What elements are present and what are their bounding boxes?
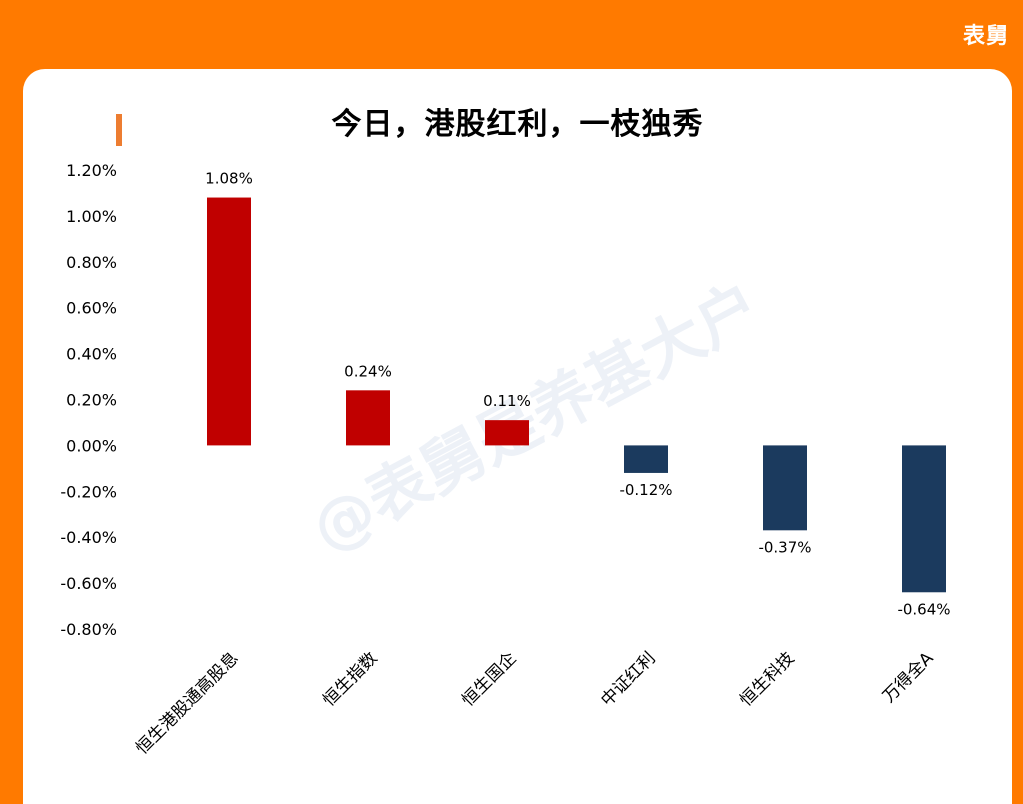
y-tick-label: 0.00% [66,436,117,455]
y-tick-label: -0.40% [60,528,117,547]
x-category-label: 万得全A [879,648,938,707]
bar [763,445,807,531]
x-category-label: 恒生港股通高股息 [132,648,242,758]
data-label: -0.37% [758,538,811,556]
data-label: 0.24% [344,362,392,380]
y-tick-label: 0.40% [66,345,117,364]
x-category-label: 中证红利 [597,648,659,710]
x-category-label: 恒生国企 [458,648,520,710]
x-category-label: 恒生科技 [736,648,798,710]
data-label: -0.64% [897,600,950,618]
data-label: -0.12% [619,481,672,499]
bar [485,420,529,446]
bar-chart: 1.20% 1.00% 0.80% 0.60% 0.40% 0.20% 0.00% -0.20… [60,161,950,759]
y-tick-label: -0.80% [60,620,117,639]
y-tick-label: 0.20% [66,391,117,410]
y-tick-label: 1.00% [66,207,117,226]
data-label: 1.08% [205,170,253,188]
y-tick-label: 1.20% [66,161,117,180]
title-accent-bar [116,114,122,146]
brand-logo: 表舅 [962,24,1009,49]
bar [902,445,946,593]
x-category-label: 恒生指数 [319,648,381,710]
chart-title: 今日，港股红利，一枝独秀 [331,107,704,142]
bar [346,390,390,446]
y-tick-label: -0.20% [60,482,117,501]
data-label: 0.11% [483,392,531,410]
y-tick-label: 0.60% [66,299,117,318]
bar [624,445,668,473]
y-tick-label: -0.60% [60,574,117,593]
y-tick-label: 0.80% [66,253,117,272]
bar [207,197,251,446]
chart-card: 今日，港股红利，一枝独秀 @表舅是养基大户 1.20% 1.00% 0.80% 0.6… [23,69,1012,804]
